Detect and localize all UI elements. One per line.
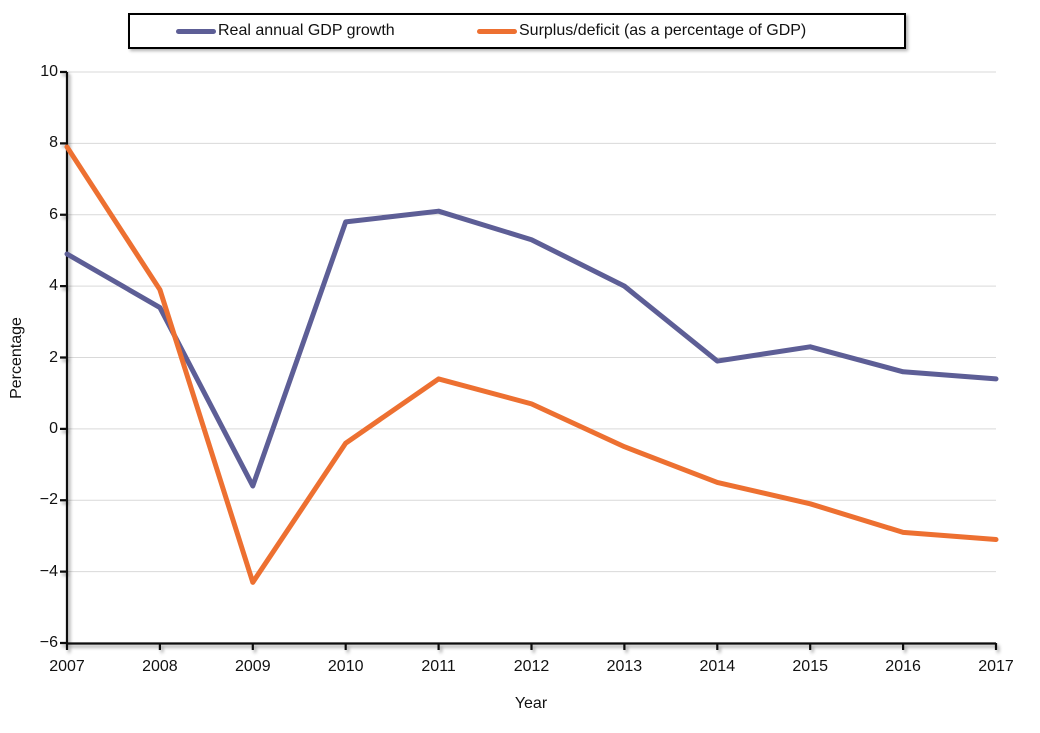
- series-line-0: [64, 208, 999, 489]
- x-axis-tick-label: 2016: [885, 658, 921, 675]
- y-axis-tick-label: 2: [49, 348, 58, 366]
- series-line-1: [64, 144, 999, 585]
- legend-swatch-surplus-deficit: [477, 28, 517, 34]
- legend-item-surplus-deficit: Surplus/deficit (as a percentage of GDP): [477, 15, 806, 47]
- x-axis-tick-label: 2017: [978, 658, 1014, 675]
- x-axis-tick-label: 2015: [792, 658, 828, 675]
- x-axis-tick-label: 2010: [327, 658, 364, 675]
- legend-label-gdp-growth: Real annual GDP growth: [218, 22, 395, 39]
- chart-legend: Real annual GDP growth Surplus/deficit (…: [128, 13, 906, 49]
- y-axis-tick-label: 6: [49, 205, 58, 223]
- x-axis-tick-label: 2007: [49, 658, 85, 675]
- y-axis-tick-label: 10: [40, 63, 58, 80]
- axes: [60, 70, 998, 650]
- legend-item-gdp-growth: Real annual GDP growth: [176, 15, 395, 47]
- y-axis-tick-label: −2: [39, 491, 58, 509]
- y-axis-tick-label: 0: [49, 419, 58, 437]
- x-axis-title: Year: [514, 695, 548, 712]
- x-axis-tick-label: 2012: [513, 658, 550, 675]
- y-axis-tick-label: −4: [39, 562, 58, 580]
- x-axis-tick-label: 2009: [235, 658, 271, 675]
- legend-swatch-gdp-growth: [176, 28, 216, 34]
- x-axis-tick-label: 2008: [142, 658, 178, 675]
- y-axis-tick-label: −6: [39, 634, 58, 651]
- legend-label-surplus-deficit: Surplus/deficit (as a percentage of GDP): [519, 22, 807, 39]
- y-axis-tick-label: 4: [49, 277, 58, 295]
- x-axis-tick-label: 2013: [606, 658, 643, 675]
- y-axis-tick-label: 8: [49, 134, 58, 152]
- x-axis-tick-label: 2011: [421, 658, 456, 675]
- x-axis-tick-label: 2014: [699, 658, 736, 675]
